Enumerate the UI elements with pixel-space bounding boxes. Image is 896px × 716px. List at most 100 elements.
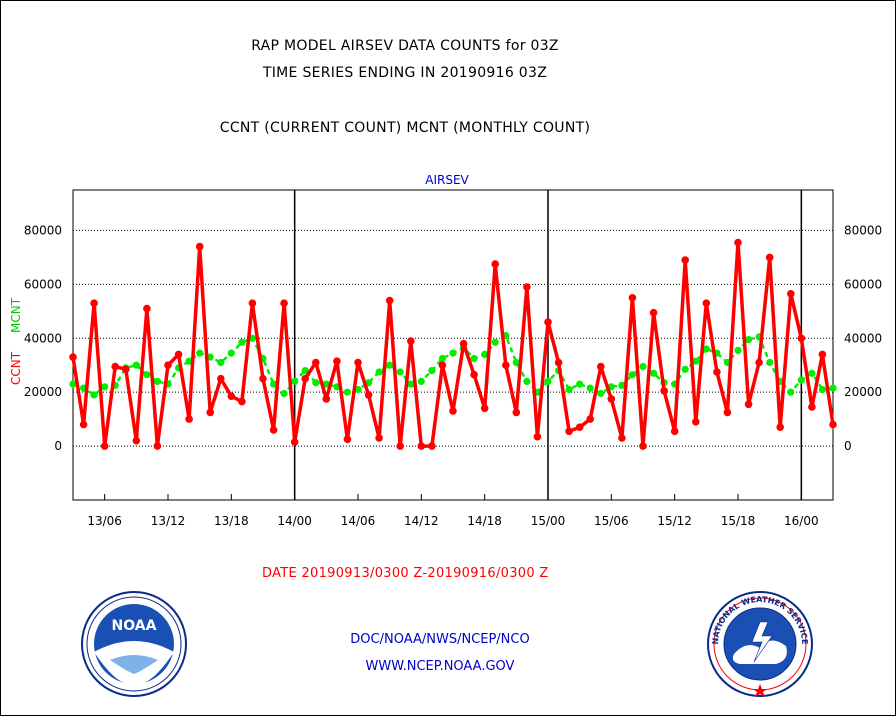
xtick-label: 14/00 — [277, 514, 312, 528]
mcnt-point — [301, 367, 309, 375]
xtick-label: 13/06 — [87, 514, 122, 528]
ytick-label-left: 0 — [54, 439, 62, 453]
ccnt-point — [143, 304, 151, 313]
ccnt-point — [185, 415, 193, 423]
ccnt-point — [280, 299, 288, 308]
ccnt-point — [639, 442, 647, 450]
ccnt-point — [248, 299, 257, 308]
day-boundaries — [293, 190, 803, 500]
ccnt-point — [765, 253, 774, 262]
mcnt-point — [797, 376, 805, 384]
ccnt-point — [618, 434, 626, 442]
title-line-1: RAP MODEL AIRSEV DATA COUNTS for 03Z — [251, 38, 559, 54]
ccnt-point — [322, 395, 331, 403]
ccnt-point — [628, 294, 637, 302]
ccnt-point — [90, 299, 98, 308]
y-axis-label: CCNT MCNT — [9, 297, 23, 385]
ccnt-point — [375, 434, 383, 442]
ccnt-point — [195, 242, 204, 251]
ccnt-point — [713, 368, 721, 376]
ccnt-point — [544, 318, 552, 326]
mcnt-point — [692, 357, 700, 365]
ccnt-point — [670, 427, 679, 436]
ccnt-point — [153, 442, 162, 450]
mcnt-point — [69, 380, 77, 388]
ccnt-point — [554, 358, 563, 367]
mcnt-point — [618, 381, 626, 389]
ccnt-point — [565, 427, 573, 436]
ccnt-line — [71, 240, 835, 448]
ccnt-point — [575, 423, 584, 432]
ccnt-point — [343, 435, 352, 444]
title-line-2: TIME SERIES ENDING IN 20190916 03Z — [262, 65, 548, 81]
mcnt-point — [818, 385, 827, 394]
ccnt-point — [354, 358, 362, 367]
mcnt-point — [766, 358, 774, 367]
mcnt-point — [586, 384, 594, 392]
ccnt-point — [459, 339, 468, 348]
mcnt-point — [650, 369, 658, 377]
title-line-3: CCNT (CURRENT COUNT) MCNT (MONTHLY COUNT… — [219, 120, 591, 136]
mcnt-point — [808, 369, 816, 377]
y-ticks: 0 0 20000 20000 40000 40000 60000 60000 80000 800… — [24, 223, 882, 453]
mcnt-point — [217, 358, 225, 367]
xtick-label: 15/18 — [721, 514, 756, 528]
mcnt-point — [196, 349, 204, 357]
mcnt-point — [375, 368, 383, 376]
mcnt-point — [597, 389, 605, 398]
mcnt-point — [407, 380, 415, 388]
ccnt-point — [776, 423, 784, 432]
ccnt-point — [533, 432, 542, 441]
ytick-label-left: 20000 — [24, 385, 62, 399]
mcnt-point — [143, 371, 151, 379]
ccnt-point — [502, 361, 510, 370]
ccnt-point — [364, 391, 373, 399]
ytick-label-left: 60000 — [24, 277, 62, 291]
ccnt-point — [491, 260, 500, 268]
ccnt-point — [385, 296, 394, 305]
url-link[interactable]: WWW.NCEP.NOAA.GOV — [365, 659, 515, 674]
nws-logo: NATIONAL WEATHER SERVICE — [707, 591, 813, 697]
ccnt-point — [122, 365, 130, 374]
ccnt-point — [523, 283, 531, 291]
ccnt-point — [449, 407, 457, 415]
xtick-label: 14/18 — [467, 514, 502, 528]
mcnt-point — [428, 367, 436, 375]
mcnt-point — [153, 377, 161, 385]
mcnt-point — [576, 380, 584, 388]
ccnt-point — [829, 420, 837, 429]
mcnt-point — [745, 336, 753, 344]
xtick-label: 16/00 — [784, 514, 819, 528]
xtick-label: 15/12 — [657, 514, 692, 528]
mcnt-point — [449, 349, 457, 357]
ccnt-point — [333, 357, 341, 366]
ccnt-point — [396, 442, 405, 450]
ccnt-point — [438, 361, 447, 370]
ccnt-point — [818, 350, 827, 359]
ccnt-point — [660, 387, 668, 395]
xtick-label: 14/12 — [404, 514, 439, 528]
ylabel-ccnt: CCNT — [9, 351, 23, 385]
ccnt-point — [407, 337, 415, 345]
ccnt-point — [132, 436, 141, 445]
mcnt-point — [734, 346, 742, 354]
mcnt-point — [481, 350, 489, 358]
ccnt-point — [480, 404, 489, 413]
ccnt-point — [692, 418, 700, 426]
ccnt-point — [744, 400, 753, 409]
ccnt-point — [470, 370, 478, 379]
plot-border — [72, 189, 834, 501]
noaa-logo: NOAA — [81, 591, 187, 697]
ccnt-point — [111, 362, 119, 371]
xtick-label: 13/12 — [151, 514, 186, 528]
ccnt-point — [301, 374, 310, 383]
ylabel-mcnt: MCNT — [9, 297, 23, 333]
mcnt-point — [386, 361, 394, 369]
ccnt-point — [607, 395, 616, 403]
ccnt-point — [69, 353, 77, 361]
chart-title: AIRSEV — [425, 173, 469, 187]
ytick-label-right: 0 — [844, 439, 852, 453]
mcnt-point — [523, 377, 531, 385]
mcnt-point — [565, 385, 573, 394]
